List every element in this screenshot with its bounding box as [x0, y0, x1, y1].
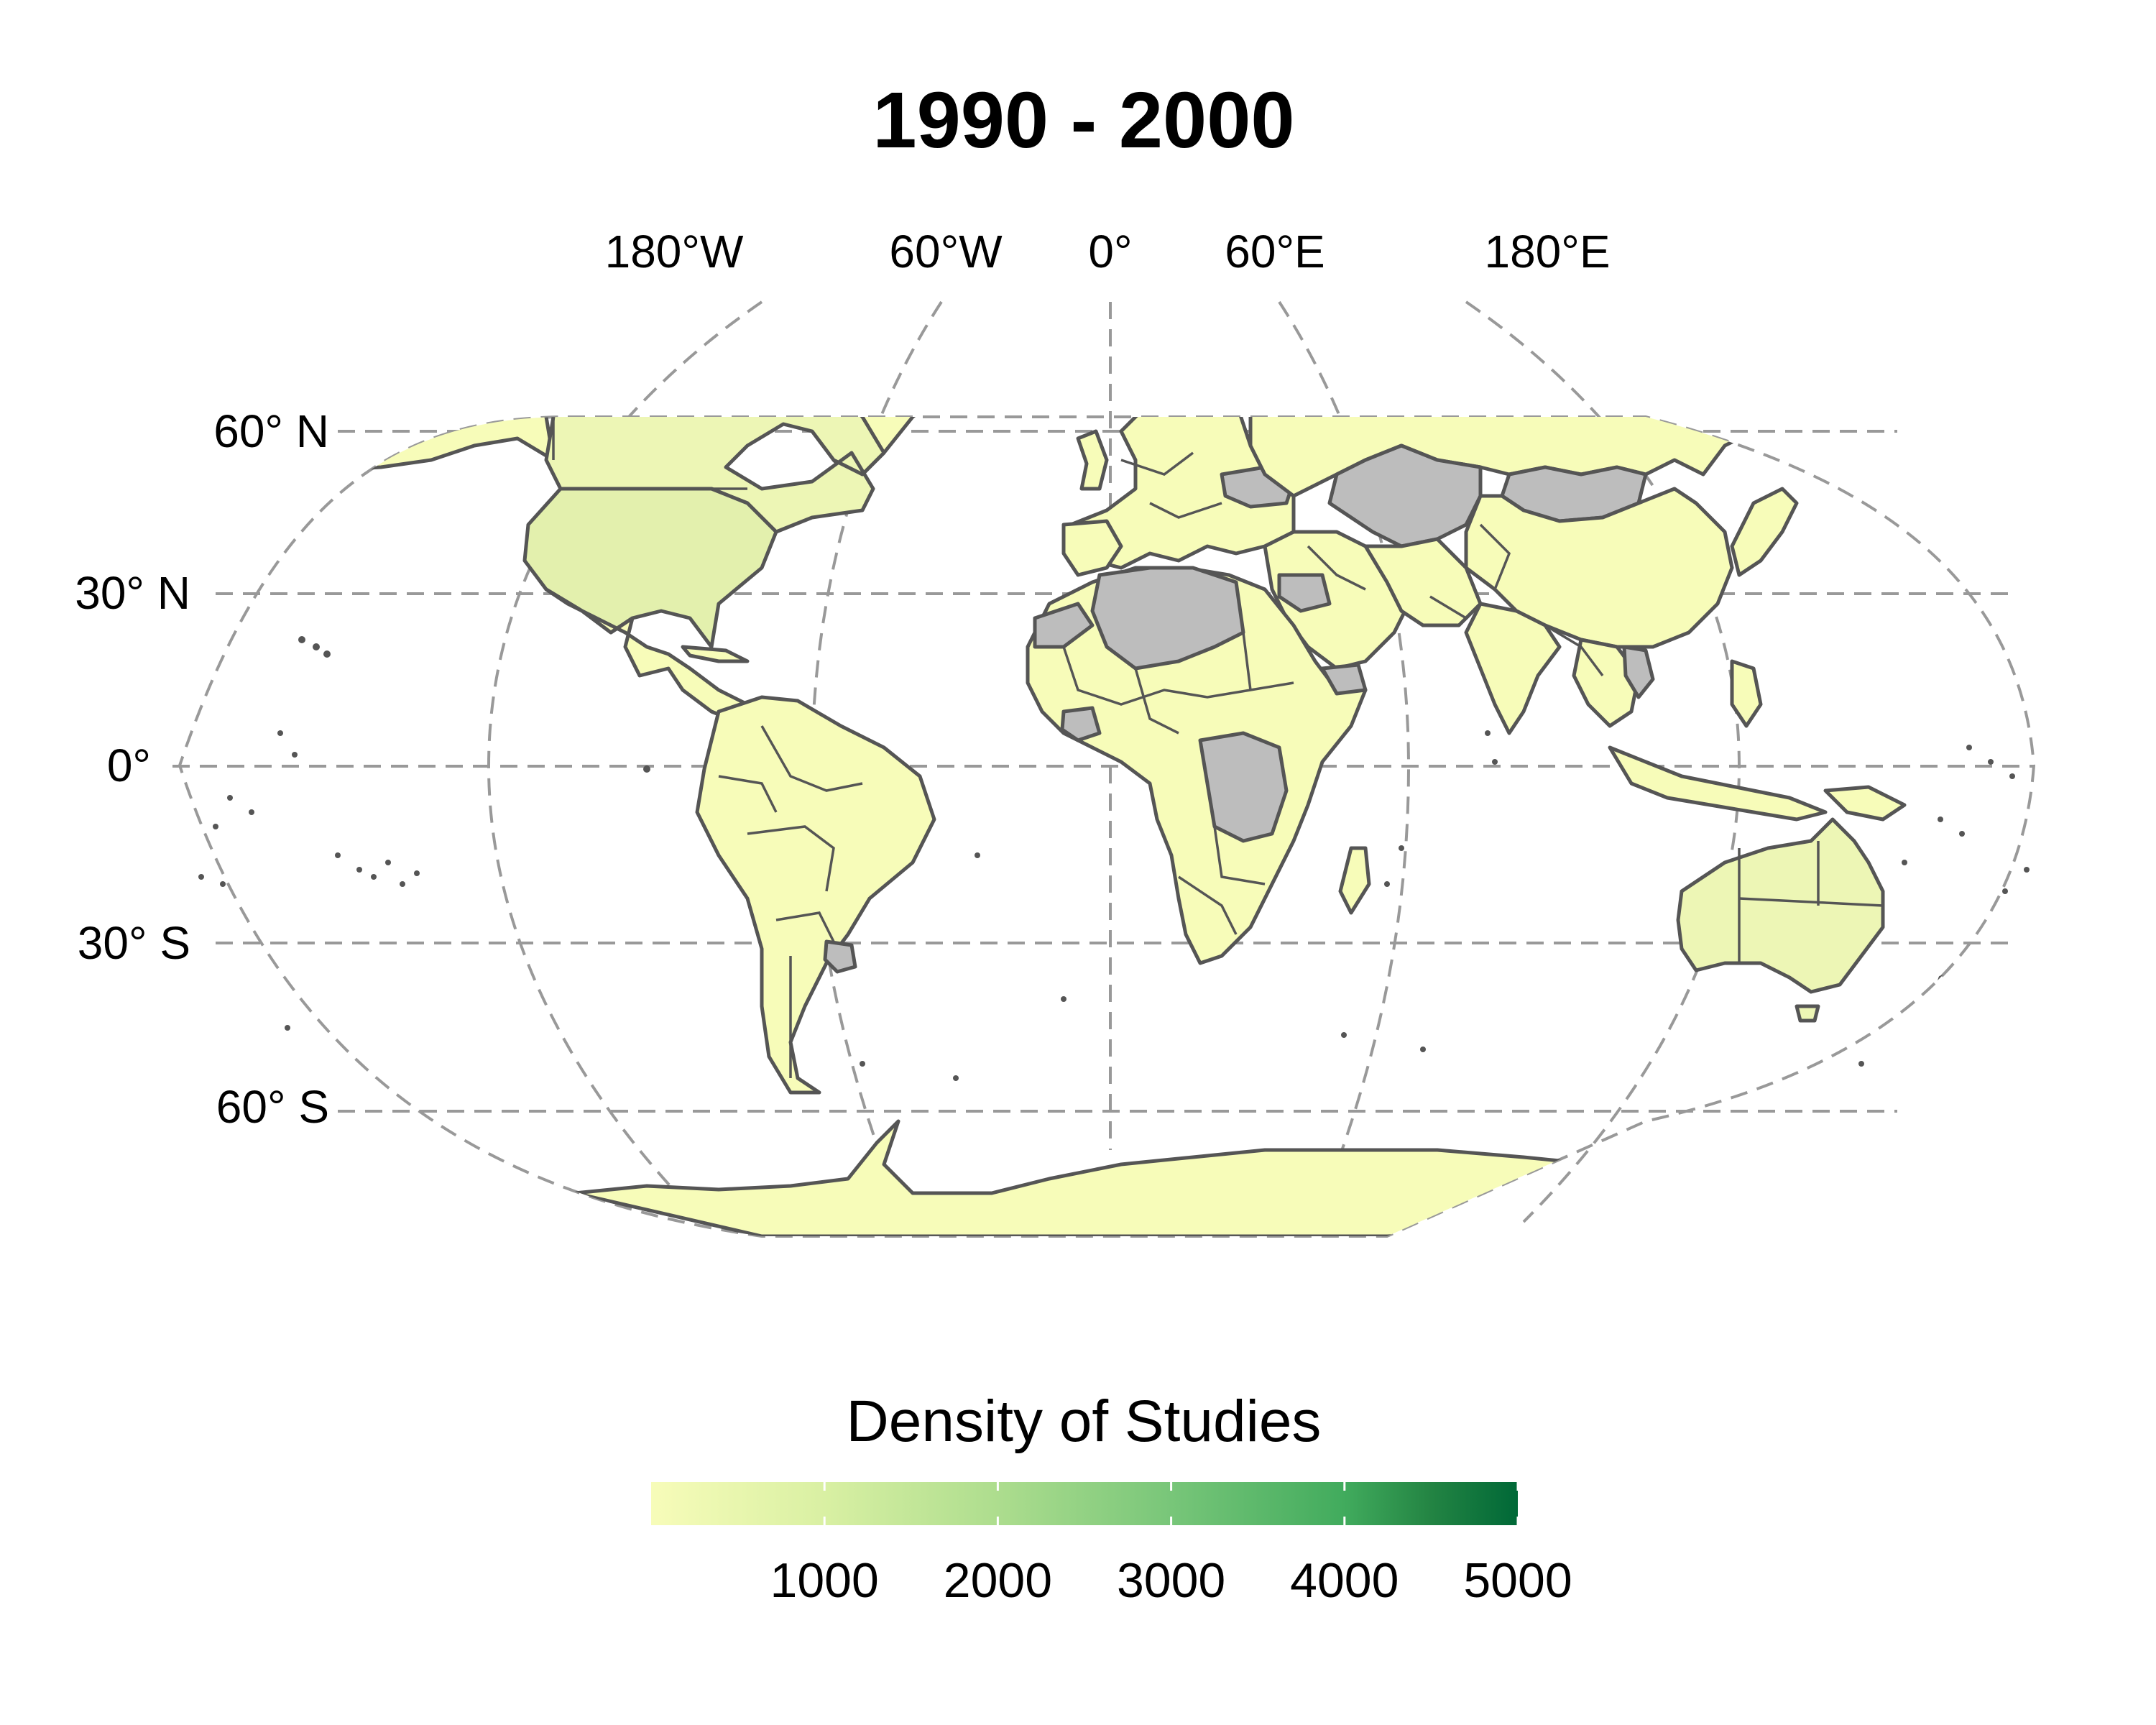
latitude-label-0: 0° — [107, 740, 151, 791]
united-states — [522, 487, 778, 649]
iberia — [1061, 519, 1123, 577]
greenland — [760, 417, 1073, 484]
tasmania — [1795, 1004, 1820, 1023]
latitude-label-60s: 60° S — [216, 1081, 329, 1133]
meridian-60w — [810, 300, 943, 1223]
meridian-60e — [1278, 300, 1411, 1223]
latitude-label-30n: 30° N — [75, 567, 190, 619]
country-borders — [552, 417, 1884, 1078]
land-masses — [321, 417, 1964, 1236]
antarctica — [573, 1119, 1727, 1236]
longitude-label-0: 0° — [1088, 226, 1132, 277]
legend-tick-label: 4000 — [1290, 1553, 1399, 1608]
legend-title: Density of Studies — [847, 1389, 1322, 1454]
japan-korea — [1730, 487, 1799, 577]
latitude-label-60n: 60° N — [213, 405, 329, 457]
pacific-islands — [198, 636, 2030, 1081]
iran-afghanistan-pakistan — [1363, 537, 1483, 627]
madagascar — [1338, 846, 1371, 915]
egypt-region — [1277, 573, 1332, 613]
legend-tick-label: 3000 — [1117, 1553, 1225, 1608]
indonesia — [1608, 745, 1828, 822]
south-america — [695, 695, 936, 1095]
legend-tick-labels: 1000 2000 3000 4000 5000 — [770, 1553, 1572, 1608]
united-kingdom — [1076, 429, 1109, 491]
dr-congo — [1198, 731, 1289, 843]
longitude-label-60w: 60°W — [889, 226, 1003, 277]
legend-tick-label: 2000 — [944, 1553, 1052, 1608]
west-sahara — [1033, 602, 1095, 649]
uruguay — [823, 939, 857, 974]
meridian-180e — [1465, 300, 1741, 1223]
legend-tick-label: 1000 — [770, 1553, 879, 1608]
meridian-180w — [487, 300, 763, 1223]
horn-of-africa-no-data — [1320, 663, 1368, 696]
alaska — [321, 417, 556, 473]
vietnam-region — [1622, 645, 1655, 699]
algeria-libya — [1090, 566, 1245, 671]
legend-colorbar — [651, 1482, 1518, 1525]
philippines — [1730, 659, 1763, 728]
longitude-label-180e: 180°E — [1484, 226, 1610, 277]
papua-new-guinea — [1823, 785, 1907, 822]
legend-tick-marks — [823, 1482, 1519, 1525]
southeast-asia — [1572, 638, 1641, 728]
new-zealand — [1881, 968, 1964, 1044]
latitude-label-30s: 30° S — [78, 917, 190, 969]
india — [1464, 602, 1562, 735]
legend: Density of Studies 1000 2000 3000 4000 5000 — [651, 1389, 1572, 1608]
legend-tick-label: 5000 — [1463, 1553, 1572, 1608]
map-title: 1990 - 2000 — [872, 76, 1294, 165]
africa — [1026, 566, 1368, 965]
longitude-label-180w: 180°W — [605, 226, 744, 277]
west-africa-no-data — [1060, 706, 1102, 742]
australia — [1676, 817, 1885, 994]
china — [1464, 487, 1734, 649]
longitude-label-60e: 60°E — [1225, 226, 1325, 277]
caribbean-islands — [681, 645, 750, 663]
kazakhstan-central-asia — [1327, 443, 1483, 548]
